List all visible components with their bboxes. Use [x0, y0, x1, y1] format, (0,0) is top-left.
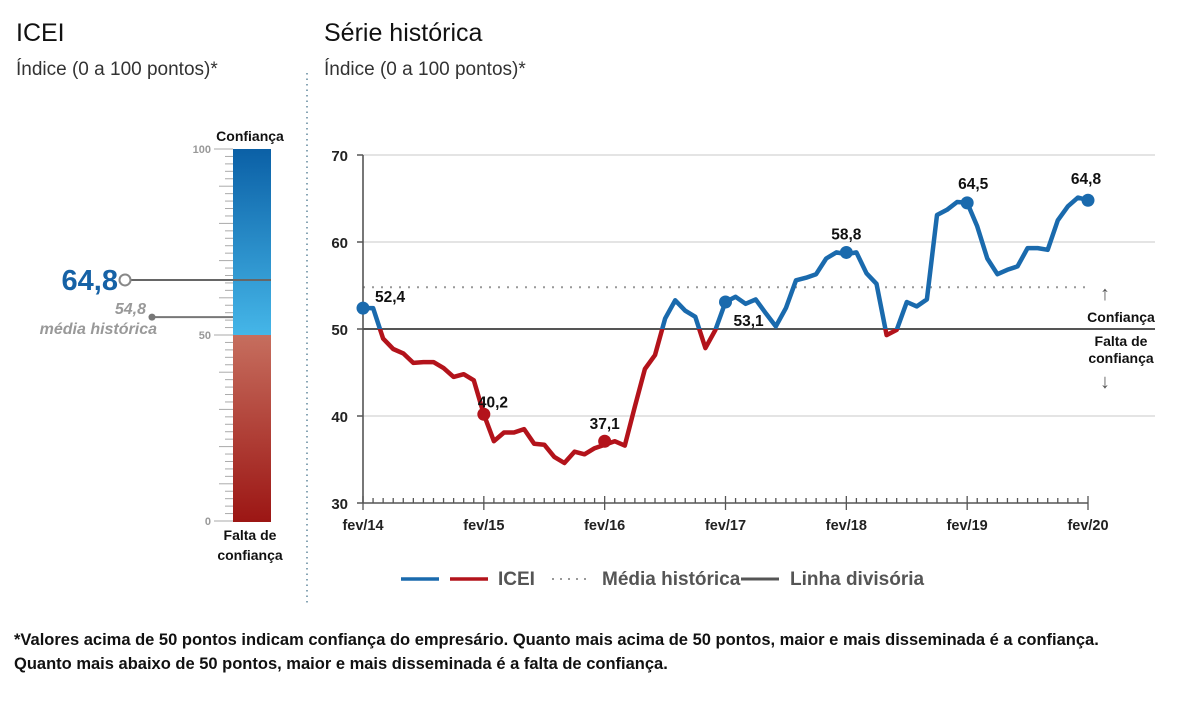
gauge-average-value: 54,8: [115, 301, 146, 318]
x-tick-label: fev/20: [1067, 518, 1108, 534]
gauge-tick-0: 0: [205, 516, 211, 528]
y-tick-label: 50: [331, 322, 348, 339]
gauge-confidence-fill: [233, 149, 271, 335]
legend-label-icei: ICEI: [498, 569, 535, 590]
x-tick-label: fev/17: [705, 518, 746, 534]
gauge-value-marker: [118, 273, 132, 287]
data-point-marker: [719, 295, 732, 309]
left-title: ICEI: [16, 19, 65, 47]
data-label: 37,1: [590, 416, 621, 433]
side-label-no-confidence-1: Falta de: [1095, 333, 1148, 349]
data-label: 58,8: [831, 226, 862, 243]
gauge: Confiança 100 50 0 Falta de confiança 64…: [40, 128, 284, 563]
data-label: 52,4: [375, 289, 406, 306]
gauge-average-marker: [148, 313, 156, 321]
gauge-bottom-label-1: Falta de: [224, 527, 277, 543]
gauge-no-confidence-fill: [233, 335, 271, 522]
gauge-average-caption: média histórica: [40, 321, 157, 338]
data-point-marker: [960, 196, 974, 210]
legend-label-average: Média histórica: [602, 569, 741, 590]
x-tick-label: fev/19: [947, 518, 988, 534]
chart-grid: [357, 154, 1155, 504]
left-subtitle: Índice (0 a 100 pontos)*: [16, 59, 218, 80]
data-label: 64,8: [1071, 171, 1102, 188]
x-tick-label: fev/18: [826, 518, 867, 534]
gauge-top-label: Confiança: [216, 128, 284, 144]
y-tick-label: 30: [331, 496, 348, 513]
chart-subtitle: Índice (0 a 100 pontos)*: [324, 59, 526, 80]
x-tick-label: fev/14: [342, 518, 383, 534]
arrow-down-icon: ↓: [1100, 371, 1110, 393]
x-tick-label: fev/16: [584, 518, 625, 534]
data-point-marker: [839, 245, 853, 259]
data-label: 53,1: [734, 313, 765, 330]
gauge-tick-50: 50: [199, 330, 211, 342]
icei-series-line-above: [363, 195, 1089, 329]
data-point-marker: [356, 301, 370, 315]
chart-title: Série histórica: [324, 19, 482, 47]
data-point-marker: [598, 434, 612, 448]
gauge-tick-100: 100: [193, 144, 211, 156]
legend-label-divider: Linha divisória: [790, 569, 925, 590]
data-point-marker: [477, 407, 491, 421]
gauge-bottom-label-2: confiança: [217, 547, 283, 563]
y-tick-label: 60: [331, 235, 348, 252]
x-tick-label: fev/15: [463, 518, 504, 534]
data-point-marker: [1081, 193, 1095, 207]
y-tick-label: 40: [331, 409, 348, 426]
gauge-value: 64,8: [62, 265, 118, 297]
legend: ICEI Média histórica Linha divisória: [401, 569, 925, 590]
side-label-no-confidence-2: confiança: [1088, 350, 1154, 366]
y-tick-label: 70: [331, 148, 348, 165]
data-label: 64,5: [958, 176, 989, 193]
data-label: 40,2: [478, 394, 508, 411]
side-label-confidence: Confiança: [1087, 309, 1155, 325]
arrow-up-icon: ↑: [1100, 283, 1110, 305]
footnote: *Valores acima de 50 pontos indicam conf…: [14, 631, 1099, 673]
